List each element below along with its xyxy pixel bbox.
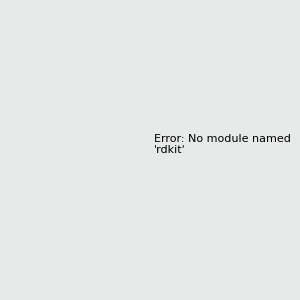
Text: Error: No module named 'rdkit': Error: No module named 'rdkit' [154,134,291,155]
